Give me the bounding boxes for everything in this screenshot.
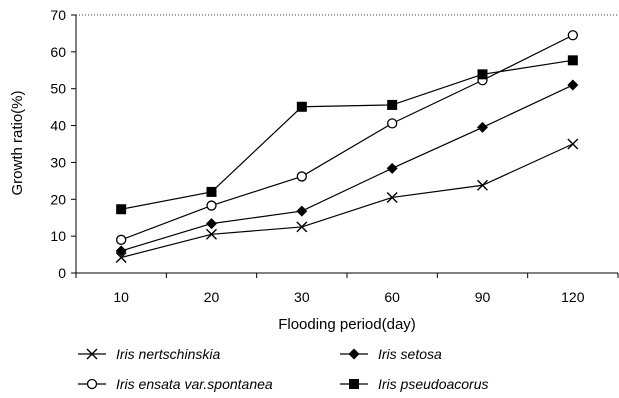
y-tick-label: 30: [50, 154, 66, 170]
y-tick-label: 0: [58, 265, 66, 281]
data-point: [116, 234, 127, 245]
data-point: [206, 186, 217, 197]
data-point: [386, 191, 398, 203]
series-line: [120, 34, 574, 241]
data-point: [387, 118, 398, 129]
data-point: [386, 162, 398, 174]
data-point: [206, 218, 217, 230]
x-tick-label: 90: [475, 289, 491, 305]
y-tick-label: 20: [50, 191, 66, 207]
y-tick-label: 10: [50, 228, 66, 244]
y-tick-label: 40: [50, 118, 66, 134]
data-point: [115, 245, 127, 257]
series-2: [115, 79, 579, 257]
y-tick-label: 70: [50, 7, 66, 23]
x-tick-label: 120: [561, 289, 585, 305]
data-point: [567, 79, 579, 91]
x-tick-label: 30: [294, 289, 310, 305]
data-point: [206, 228, 217, 240]
legend-marker: [349, 379, 359, 389]
data-point: [477, 121, 488, 133]
legend-label: Iris ensata var.spontanea: [116, 376, 273, 392]
y-tick-label: 50: [50, 81, 66, 97]
y-tick-label: 60: [50, 44, 66, 60]
data-point: [296, 221, 308, 233]
x-tick-label: 10: [113, 289, 129, 305]
series-3: [116, 30, 578, 245]
data-point: [387, 99, 398, 110]
data-point: [296, 205, 308, 217]
x-tick-label: 60: [384, 289, 400, 305]
legend-label: Iris setosa: [378, 346, 442, 362]
legend-marker: [86, 378, 98, 390]
legend-item: Iris pseudoacorus: [340, 376, 489, 392]
legend-label: Iris pseudoacorus: [378, 376, 489, 392]
legend-item: Iris setosa: [340, 346, 442, 362]
series-1: [115, 138, 579, 264]
x-tick-label: 20: [204, 289, 220, 305]
data-point: [115, 252, 127, 264]
legend-item: Iris nertschinskia: [78, 346, 220, 362]
data-point: [296, 101, 307, 112]
series-line: [121, 59, 573, 210]
data-point: [296, 171, 307, 182]
y-axis-label: Growth ratio(%): [9, 90, 26, 195]
x-axis-label: Flooding period(day): [278, 316, 416, 333]
data-point: [477, 69, 488, 80]
data-point: [567, 55, 578, 66]
legend-item: Iris ensata var.spontanea: [78, 376, 273, 392]
data-point: [567, 30, 578, 41]
legend-marker: [86, 348, 98, 360]
data-point: [567, 138, 579, 150]
data-point: [477, 179, 488, 191]
legend-label: Iris nertschinskia: [116, 346, 220, 362]
data-point: [206, 200, 217, 211]
data-point: [116, 204, 127, 215]
series-line: [121, 143, 574, 259]
series-4: [116, 55, 578, 215]
legend-marker: [348, 348, 360, 360]
series-line: [120, 84, 574, 252]
